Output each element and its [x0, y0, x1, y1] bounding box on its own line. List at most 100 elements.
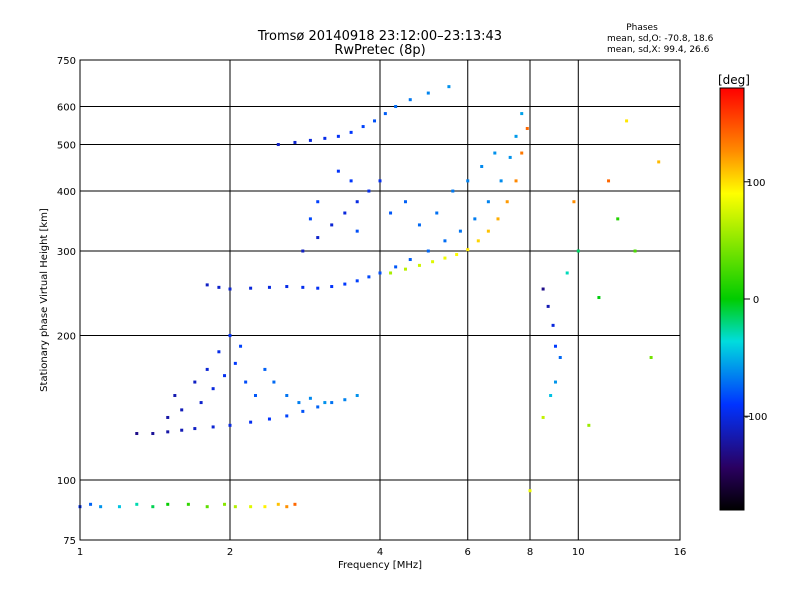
- data-point: [541, 415, 545, 419]
- data-point: [285, 414, 289, 418]
- data-point: [343, 211, 347, 215]
- data-point: [466, 179, 470, 183]
- data-point: [336, 169, 340, 173]
- data-point: [389, 211, 393, 215]
- data-point: [228, 287, 232, 291]
- y-tick-label: 500: [57, 141, 76, 152]
- chart-title: Tromsø 20140918 23:12:00–23:13:43: [257, 29, 502, 44]
- data-point: [616, 217, 620, 221]
- data-point: [308, 138, 312, 142]
- data-point: [553, 380, 557, 384]
- data-point: [151, 432, 155, 436]
- y-tick-label: 75: [63, 536, 76, 547]
- data-point: [205, 367, 209, 371]
- data-point: [383, 112, 387, 116]
- data-point: [293, 140, 297, 144]
- data-point: [349, 130, 353, 134]
- colorbar-unit: [deg]: [718, 73, 750, 87]
- y-tick-label: 400: [57, 187, 76, 198]
- x-axis-label: Frequency [MHz]: [338, 560, 422, 571]
- data-point: [193, 427, 197, 431]
- data-point: [117, 505, 121, 509]
- data-point: [451, 189, 455, 193]
- data-point: [249, 420, 253, 424]
- y-tick-label: 300: [57, 247, 76, 258]
- data-point: [394, 265, 398, 269]
- data-point: [223, 374, 227, 378]
- data-point: [316, 286, 320, 290]
- data-point: [486, 200, 490, 204]
- data-point: [426, 249, 430, 253]
- x-tick-label: 6: [465, 547, 471, 558]
- phases-header: Phases: [626, 23, 658, 33]
- colorbar-tick-label: 0: [753, 295, 759, 306]
- data-point: [99, 505, 103, 509]
- data-point: [263, 367, 267, 371]
- data-point: [135, 502, 139, 506]
- chart-subtitle: RwPretec (8p): [334, 43, 425, 58]
- data-point: [166, 415, 170, 419]
- data-point: [285, 285, 289, 289]
- data-point: [355, 394, 359, 398]
- colorbar: [719, 87, 745, 511]
- data-point: [293, 502, 297, 506]
- data-point: [323, 401, 327, 405]
- data-point: [657, 160, 661, 164]
- data-point: [520, 151, 524, 155]
- colorbar-tick-label: -100: [745, 412, 768, 423]
- plot-frame: [79, 59, 681, 541]
- data-point: [135, 432, 139, 436]
- data-point: [367, 275, 371, 279]
- data-point: [649, 355, 653, 359]
- data-point: [499, 179, 503, 183]
- data-point: [373, 119, 377, 123]
- data-point: [211, 387, 215, 391]
- data-point: [276, 143, 280, 147]
- data-point: [551, 323, 555, 327]
- data-point: [297, 401, 301, 405]
- data-point: [408, 258, 412, 262]
- x-axis-ticks: 1 2 4 6 8 10 16: [77, 547, 687, 558]
- data-point: [355, 279, 359, 283]
- data-point: [193, 380, 197, 384]
- data-point: [435, 211, 439, 215]
- data-point: [233, 505, 237, 509]
- data-point: [211, 425, 215, 429]
- x-tick-label: 2: [227, 547, 233, 558]
- data-point: [89, 502, 93, 506]
- data-point: [496, 217, 500, 221]
- data-point: [476, 239, 480, 243]
- data-point: [173, 394, 177, 398]
- data-point: [361, 125, 365, 129]
- data-point: [249, 286, 253, 290]
- data-point: [520, 112, 524, 116]
- data-point: [431, 260, 435, 264]
- data-point: [367, 189, 371, 193]
- data-point: [301, 249, 305, 253]
- data-point: [301, 285, 305, 289]
- phases-o-line: mean, sd,O: -70.8, 18.6: [607, 34, 714, 44]
- data-point: [151, 505, 155, 509]
- data-point: [233, 361, 237, 365]
- data-point: [228, 423, 232, 427]
- data-point: [355, 200, 359, 204]
- data-point: [239, 344, 243, 348]
- data-point: [394, 105, 398, 109]
- data-point: [263, 505, 267, 509]
- data-point: [199, 401, 203, 405]
- data-point: [301, 409, 305, 413]
- data-point: [455, 253, 459, 257]
- data-point: [447, 85, 451, 89]
- y-tick-label: 100: [57, 476, 76, 487]
- y-axis-ticks: 75 100 200 300 400 500 600 750: [57, 56, 76, 547]
- data-point: [546, 304, 550, 308]
- data-point: [267, 285, 271, 289]
- data-point: [525, 126, 529, 130]
- data-point: [316, 405, 320, 409]
- data-point: [572, 200, 576, 204]
- x-tick-label: 8: [527, 547, 533, 558]
- data-point: [403, 200, 407, 204]
- x-tick-label: 1: [77, 547, 83, 558]
